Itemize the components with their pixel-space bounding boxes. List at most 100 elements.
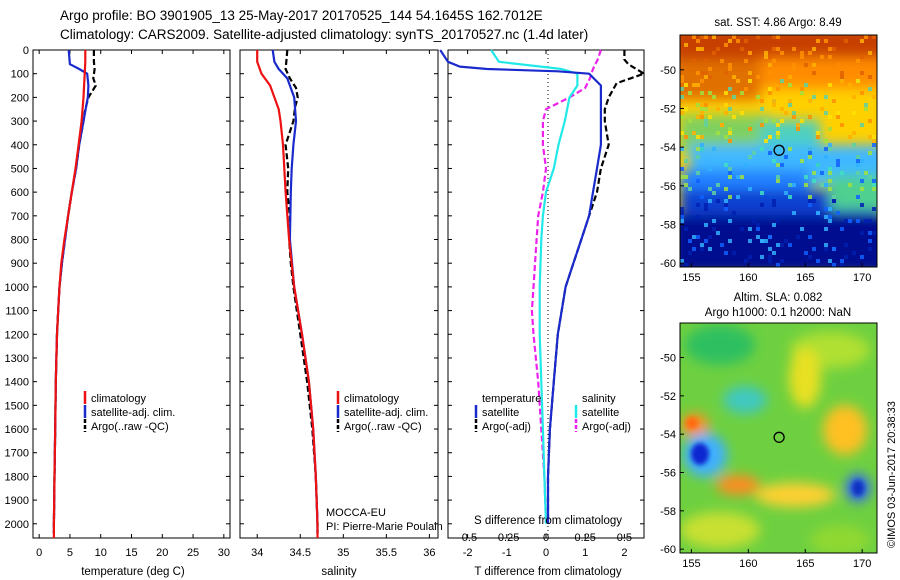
- sst-pixel: [808, 99, 812, 103]
- sst-pixel: [856, 163, 860, 167]
- x-tick-label: 30: [218, 547, 230, 559]
- sst-pixel: [696, 203, 700, 207]
- sst-pixel: [700, 111, 704, 115]
- y-tick-label: 200: [11, 92, 29, 104]
- sst-pixel: [776, 35, 780, 39]
- sst-pixel: [680, 211, 684, 215]
- sst-pixel: [716, 231, 720, 235]
- sst-pixel: [748, 79, 752, 83]
- sst-pixel: [788, 99, 792, 103]
- x-tick-label: -2: [463, 547, 473, 559]
- sst-pixel: [780, 163, 784, 167]
- sst-pixel: [724, 187, 728, 191]
- sst-pixel: [800, 227, 804, 231]
- sst-pixel: [728, 63, 732, 67]
- sst-pixel: [828, 55, 832, 59]
- legend-t-satellite-label: satellite: [482, 407, 519, 419]
- series-line-0: [256, 50, 319, 538]
- sst-pixel: [828, 259, 832, 263]
- sst-pixel: [772, 199, 776, 203]
- sst-pixel: [700, 135, 704, 139]
- sst-pixel: [792, 63, 796, 67]
- sst-argo-marker: [773, 144, 785, 156]
- sst-pixel: [732, 211, 736, 215]
- sst-pixel: [860, 203, 864, 207]
- sst-pixel: [744, 87, 748, 91]
- difference-panel-frame: [447, 49, 645, 539]
- sst-pixel: [864, 219, 868, 223]
- sst-pixel: [772, 159, 776, 163]
- sst-pixel: [712, 35, 716, 39]
- x2-tick-label: -0.25: [494, 532, 519, 544]
- sst-pixel: [748, 187, 752, 191]
- map-y-tick-label: -56: [660, 181, 676, 193]
- sla-map-panel: Altim. SLA: 0.082 Argo h1000: 0.1 h2000:…: [660, 292, 878, 570]
- sst-pixel: [800, 51, 804, 55]
- sst-pixel: [724, 251, 728, 255]
- y-tick-label: 1100: [5, 306, 29, 318]
- sst-pixel: [792, 183, 796, 187]
- sst-pixel: [820, 171, 824, 175]
- sst-pixel: [680, 79, 684, 83]
- sst-pixel: [772, 103, 776, 107]
- sst-pixel: [828, 143, 832, 147]
- sst-pixel: [776, 179, 780, 183]
- sst-pixel: [772, 203, 776, 207]
- sst-pixel: [868, 219, 872, 223]
- sst-pixel: [808, 235, 812, 239]
- sla-map-title: Altim. SLA: 0.082: [734, 292, 823, 304]
- sst-pixel: [760, 191, 764, 195]
- sst-pixel: [824, 247, 828, 251]
- sst-pixel: [700, 103, 704, 107]
- x-tick-label: 25: [187, 547, 199, 559]
- sst-pixel: [816, 163, 820, 167]
- sst-pixel: [704, 71, 708, 75]
- sst-pixel: [688, 119, 692, 123]
- sst-pixel: [680, 115, 684, 119]
- sst-pixel: [824, 111, 828, 115]
- pi-annotation: PI: Pierre-Marie Poulain: [326, 521, 443, 533]
- sst-pixel: [872, 143, 876, 147]
- sst-pixel: [700, 79, 704, 83]
- sst-pixel: [868, 175, 872, 179]
- sst-pixel: [776, 263, 780, 267]
- sst-pixel: [728, 127, 732, 131]
- sst-pixel: [800, 119, 804, 123]
- sst-pixel: [824, 147, 828, 151]
- sst-pixel: [748, 51, 752, 55]
- sst-pixel: [828, 171, 832, 175]
- sst-pixel: [700, 47, 704, 51]
- map-x-tick-label: 155: [682, 272, 700, 284]
- sst-pixel: [860, 123, 864, 127]
- sst-pixel: [768, 151, 772, 155]
- sst-pixel: [748, 71, 752, 75]
- x-tick-label: 15: [125, 547, 137, 559]
- sst-pixel: [864, 171, 868, 175]
- sst-pixel: [808, 115, 812, 119]
- sst-pixel: [868, 87, 872, 91]
- x-tick-label: 1: [582, 547, 588, 559]
- sst-pixel: [792, 211, 796, 215]
- map-y-tick-label: -52: [660, 103, 676, 115]
- sst-pixel: [808, 147, 812, 151]
- sst-pixel: [684, 183, 688, 187]
- sst-pixel: [740, 91, 744, 95]
- sst-pixel: [864, 107, 868, 111]
- sst-pixel: [868, 135, 872, 139]
- sst-pixel: [868, 151, 872, 155]
- sst-pixel: [812, 179, 816, 183]
- sst-pixel: [724, 111, 728, 115]
- sst-pixel: [844, 39, 848, 43]
- sst-map-frame: [679, 34, 878, 268]
- map-x-tick-label: 170: [853, 558, 871, 570]
- sst-pixel: [740, 227, 744, 231]
- sst-pixel: [704, 107, 708, 111]
- sst-pixel: [688, 251, 692, 255]
- sst-pixel: [872, 231, 876, 235]
- sst-pixel: [708, 247, 712, 251]
- sst-pixel: [804, 251, 808, 255]
- sst-pixel: [812, 63, 816, 67]
- sst-pixel: [716, 199, 720, 203]
- sst-pixel: [852, 111, 856, 115]
- sst-pixel: [700, 107, 704, 111]
